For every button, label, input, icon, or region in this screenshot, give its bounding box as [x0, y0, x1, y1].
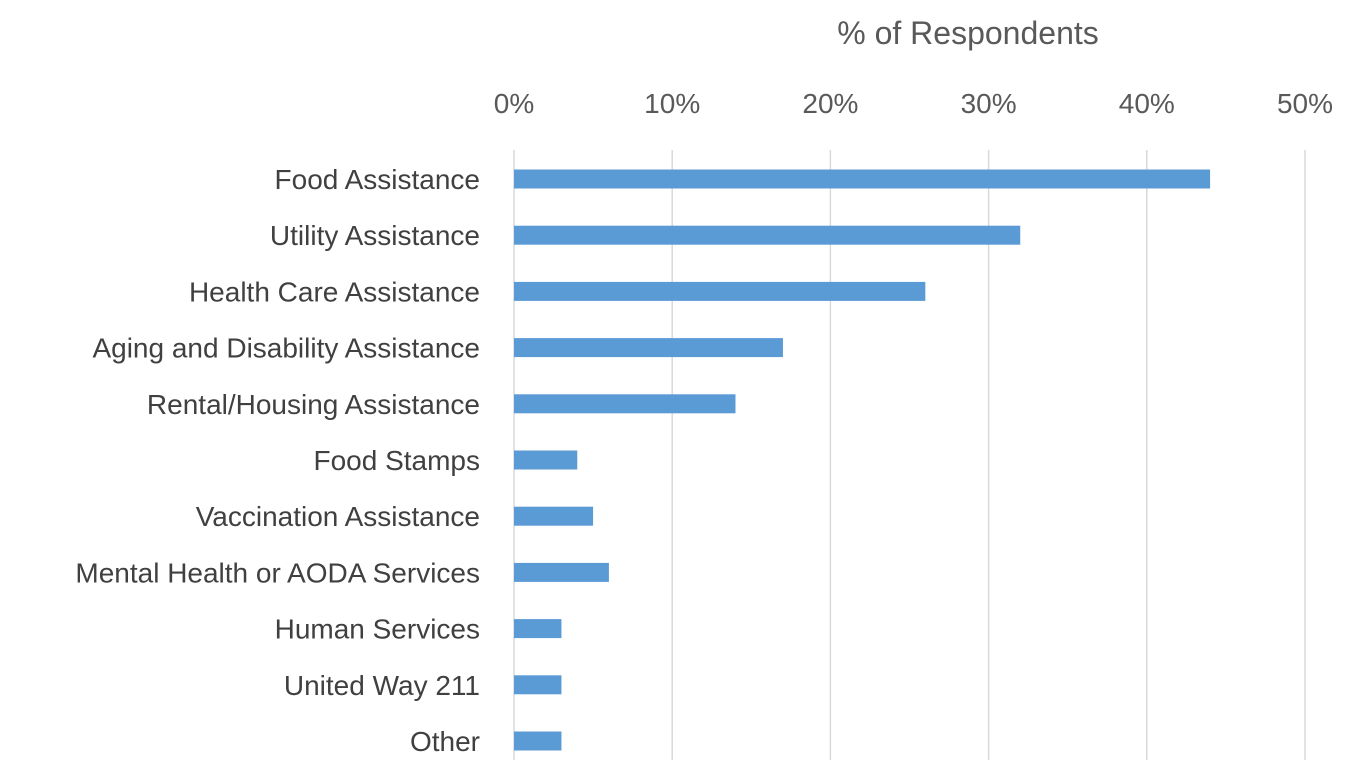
category-label: Other	[410, 726, 480, 757]
category-label: United Way 211	[284, 670, 480, 701]
category-label: Aging and Disability Assistance	[92, 333, 480, 364]
category-label: Human Services	[275, 614, 480, 645]
category-label: Vaccination Assistance	[196, 501, 480, 532]
bar	[514, 731, 562, 751]
bar	[514, 450, 578, 470]
x-tick-label: 10%	[644, 88, 700, 119]
category-label: Health Care Assistance	[189, 276, 480, 307]
bar	[514, 169, 1211, 189]
category-label: Mental Health or AODA Services	[75, 557, 480, 588]
bar	[514, 338, 783, 358]
category-label: Rental/Housing Assistance	[147, 389, 480, 420]
bar	[514, 394, 736, 414]
category-label: Utility Assistance	[270, 220, 480, 251]
gridlines	[513, 150, 1306, 760]
x-tick-label: 30%	[961, 88, 1017, 119]
category-labels: Food Assistance Utility Assistance Health …	[75, 164, 480, 757]
bar	[514, 562, 609, 582]
bars	[514, 169, 1211, 751]
bar	[514, 281, 926, 301]
bar	[514, 506, 594, 526]
x-tick-label: 50%	[1277, 88, 1333, 119]
x-tick-label: 20%	[802, 88, 858, 119]
bar	[514, 675, 562, 695]
bar	[514, 619, 562, 639]
category-label: Food Stamps	[313, 445, 480, 476]
category-label: Food Assistance	[275, 164, 480, 195]
bar	[514, 225, 1021, 245]
x-tick-label: 40%	[1119, 88, 1175, 119]
x-axis-ticks: 0% 10% 20% 30% 40% 50%	[494, 88, 1333, 119]
x-tick-label: 0%	[494, 88, 534, 119]
x-axis-title: % of Respondents	[837, 15, 1099, 51]
